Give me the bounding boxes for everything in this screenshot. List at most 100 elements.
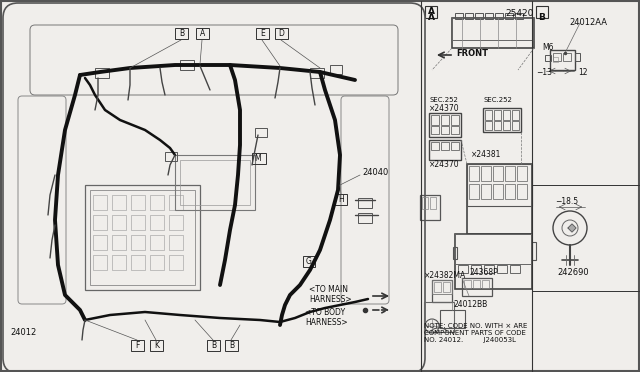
Bar <box>434 282 441 292</box>
Text: A: A <box>428 7 435 16</box>
Bar <box>484 265 494 273</box>
Text: 24368P: 24368P <box>469 268 498 277</box>
Text: G: G <box>306 257 312 266</box>
Bar <box>310 68 324 78</box>
Bar <box>165 152 177 161</box>
Bar <box>431 126 439 134</box>
Bar <box>93 195 107 210</box>
Bar <box>451 126 459 134</box>
Bar <box>481 166 491 181</box>
Bar <box>95 68 109 78</box>
Bar <box>503 110 510 120</box>
Text: NOTE: CODE NO. WITH × ARE
COMPONENT PARTS OF CODE
NO. 24012.         J240053L: NOTE: CODE NO. WITH × ARE COMPONENT PART… <box>424 323 527 343</box>
Bar <box>180 160 250 205</box>
Text: F: F <box>135 341 140 350</box>
Bar <box>505 13 513 19</box>
Bar <box>169 215 183 230</box>
Bar <box>485 13 493 19</box>
Bar <box>330 65 342 74</box>
Bar <box>358 213 372 223</box>
Bar <box>150 255 164 270</box>
Bar <box>469 184 479 199</box>
Text: B: B <box>229 341 234 350</box>
Bar <box>471 265 481 273</box>
Text: −13: −13 <box>536 68 552 77</box>
Bar <box>452 18 534 48</box>
Text: A: A <box>200 29 205 38</box>
Bar <box>112 215 126 230</box>
Text: H: H <box>338 195 344 204</box>
Polygon shape <box>568 224 576 232</box>
Bar <box>451 142 459 150</box>
Text: K: K <box>154 341 159 350</box>
Bar <box>443 282 450 292</box>
Bar <box>432 280 452 294</box>
Bar <box>256 28 269 39</box>
Text: ×24370: ×24370 <box>429 160 460 169</box>
Bar <box>441 115 449 125</box>
Bar <box>252 153 266 164</box>
Text: D: D <box>278 29 284 38</box>
Bar <box>93 215 107 230</box>
Bar <box>196 28 209 39</box>
Bar <box>495 13 503 19</box>
Bar <box>93 255 107 270</box>
Text: <TO MAIN
HARNESS>: <TO MAIN HARNESS> <box>309 285 351 304</box>
Text: 12: 12 <box>578 68 588 77</box>
Bar <box>432 280 452 302</box>
Bar <box>150 235 164 250</box>
Bar <box>451 115 459 125</box>
Bar <box>131 235 145 250</box>
Bar <box>510 265 520 273</box>
Bar <box>475 13 483 19</box>
Bar <box>431 115 439 125</box>
Text: <TO BODY
HARNESS>: <TO BODY HARNESS> <box>305 308 348 327</box>
Bar <box>169 255 183 270</box>
Bar <box>505 184 515 199</box>
Bar <box>494 110 501 120</box>
Bar <box>90 190 195 285</box>
Bar <box>483 108 521 132</box>
Bar <box>467 164 532 234</box>
Text: 242690: 242690 <box>557 268 589 277</box>
Text: SEC.252: SEC.252 <box>484 97 513 103</box>
Bar <box>452 18 534 40</box>
Bar <box>497 265 507 273</box>
Bar <box>150 340 163 351</box>
Bar <box>553 53 561 61</box>
Text: ×24381: ×24381 <box>471 150 501 159</box>
Text: B: B <box>539 13 545 22</box>
Bar <box>512 121 519 130</box>
Bar <box>494 121 501 130</box>
Bar <box>455 234 532 264</box>
Bar <box>303 256 315 267</box>
Bar <box>358 198 372 208</box>
Bar <box>175 155 255 210</box>
Bar <box>93 235 107 250</box>
Bar <box>112 195 126 210</box>
Bar <box>517 166 527 181</box>
Bar <box>180 60 194 70</box>
Bar <box>469 166 479 181</box>
Bar <box>512 110 519 120</box>
Bar <box>335 194 347 205</box>
Bar <box>493 184 503 199</box>
Bar <box>424 302 454 332</box>
Bar <box>517 184 527 199</box>
Bar <box>482 280 489 288</box>
Bar <box>455 13 463 19</box>
Bar <box>422 197 428 209</box>
Bar <box>131 255 145 270</box>
Text: B: B <box>179 29 184 38</box>
Text: 24012AA: 24012AA <box>569 18 607 27</box>
Text: E: E <box>260 29 265 38</box>
Bar <box>550 50 575 70</box>
Bar <box>464 280 471 288</box>
Bar <box>420 195 440 220</box>
Bar <box>431 142 439 150</box>
Bar <box>131 340 144 351</box>
Bar <box>425 6 437 18</box>
Bar <box>515 13 523 19</box>
Text: ×24382MA: ×24382MA <box>424 271 467 280</box>
Text: ×24370: ×24370 <box>429 104 460 113</box>
